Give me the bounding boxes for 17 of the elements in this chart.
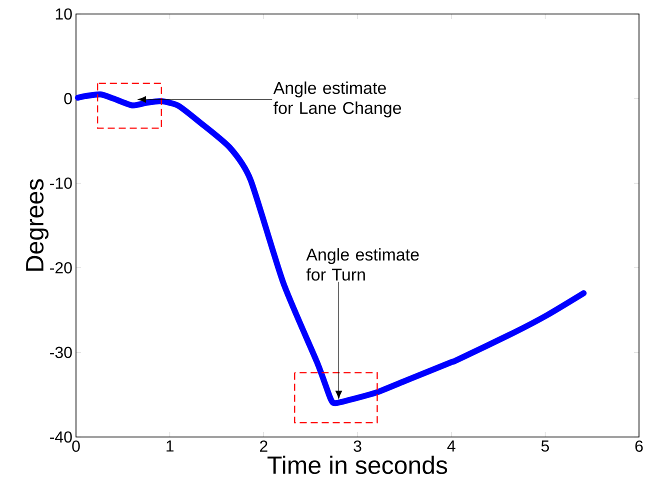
y-tick-label: -30: [50, 346, 72, 358]
annotation: Angle estimate for Lane Change: [273, 82, 402, 118]
x-tick-label: 6: [635, 440, 643, 452]
y-tick-label: 0: [64, 92, 72, 104]
annotation: Angle estimate for Turn: [306, 248, 419, 281]
x-tick-label: 0: [72, 440, 80, 452]
y-tick-label: -40: [50, 431, 72, 443]
x-tick-label: 3: [354, 440, 362, 452]
x-tick-label: 1: [166, 440, 174, 452]
y-tick-label: -20: [50, 262, 72, 274]
y-tick-label: 10: [56, 8, 72, 20]
x-tick-label: 5: [541, 440, 549, 452]
x-tick-label: 2: [260, 440, 268, 452]
x-axis-title: Time in seconds: [268, 456, 448, 474]
y-axis-title: Degrees: [26, 179, 49, 271]
y-tick-label: -10: [50, 178, 72, 189]
x-tick-label: 4: [447, 440, 456, 452]
